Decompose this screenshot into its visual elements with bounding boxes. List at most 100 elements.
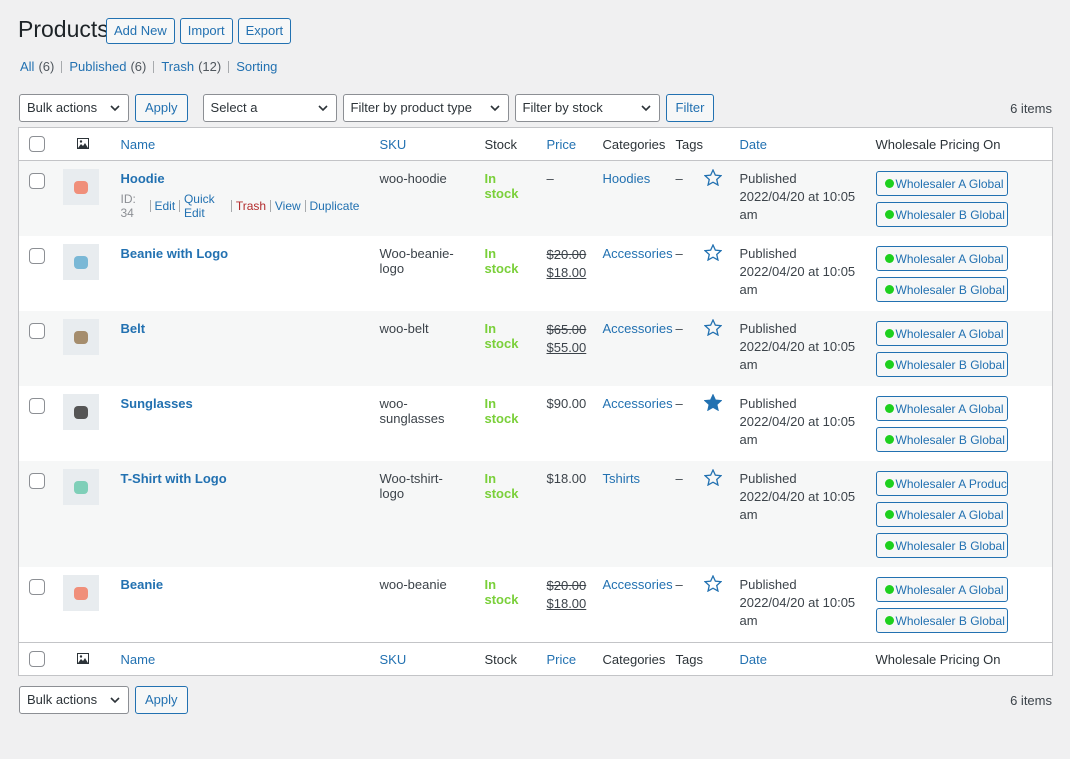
wholesale-badge[interactable]: Wholesaler B Global — [875, 202, 1008, 227]
featured-cell[interactable] — [700, 161, 730, 237]
featured-cell[interactable] — [700, 461, 730, 567]
filter-select[interactable]: Select a category — [202, 94, 337, 141]
wholesale-badge[interactable]: Wholesaler B Global — [875, 533, 1008, 558]
product-name[interactable]: T-Shirt with Logo — [120, 471, 227, 486]
wholesale-badge[interactable]: Wholesaler B Global — [875, 352, 1008, 377]
column-date[interactable]: Date — [729, 642, 866, 676]
wholesale-badge[interactable]: Wholesaler B Global — [875, 608, 1008, 633]
apply-button[interactable]: Apply — [135, 686, 188, 714]
wholesale-label: Wholesaler A Global — [895, 326, 1004, 341]
category-cell[interactable]: Accessories — [602, 396, 673, 411]
checkbox[interactable] — [29, 398, 45, 414]
featured-cell[interactable] — [700, 567, 730, 643]
view-link[interactable]: All — [20, 59, 35, 74]
wholesale-badge[interactable]: Wholesaler A Global — [875, 321, 1008, 346]
wholesale-label: Wholesaler A Global — [895, 176, 1004, 191]
view-link[interactable]: Sorting — [236, 59, 278, 74]
view-count: (6) — [130, 59, 147, 74]
row-action[interactable]: View — [274, 199, 301, 213]
column-sku[interactable]: SKU — [369, 127, 475, 161]
product-name[interactable]: Beanie with Logo — [120, 246, 229, 261]
column-sku[interactable]: SKU — [369, 642, 475, 676]
category-cell[interactable]: Hoodies — [602, 171, 651, 186]
thumbnail[interactable] — [62, 319, 99, 355]
featured-cell[interactable] — [700, 236, 730, 311]
filter-button[interactable]: Filter — [665, 94, 715, 122]
image-cell — [55, 567, 111, 643]
column-name[interactable]: Name — [110, 127, 370, 161]
wholesale-badge[interactable]: Wholesaler B Global — [875, 427, 1008, 452]
column-categories: Categories — [592, 127, 666, 161]
name-cell: T-Shirt with Logo — [111, 461, 370, 567]
image-column — [54, 642, 111, 676]
header-button[interactable]: Add New — [106, 18, 175, 44]
product-name[interactable]: Hoodie — [120, 171, 165, 186]
date-cell: Published 2022/04/20 at 10:05 am — [730, 386, 866, 461]
view-count: (6) — [38, 59, 55, 74]
featured-cell[interactable] — [700, 311, 730, 386]
category-cell[interactable]: Accessories — [602, 246, 673, 261]
row-action[interactable]: Duplicate — [309, 199, 360, 213]
product-name[interactable]: Sunglasses — [120, 396, 193, 411]
view-link[interactable]: Trash — [161, 59, 195, 74]
category-cell[interactable]: Tshirts — [602, 471, 641, 486]
tags-cell: – — [675, 577, 683, 592]
products-table: Name SKU Stock Price Categories Tags Date Whole… — [18, 127, 1053, 676]
column-date[interactable]: Date — [729, 127, 866, 161]
row-action[interactable]: Quick Edit — [183, 192, 215, 220]
checkbox-column — [18, 642, 55, 676]
header-actions: Add New Import Export — [106, 18, 292, 44]
wholesale-badge[interactable]: Wholesaler A Global — [875, 396, 1008, 421]
thumbnail[interactable] — [62, 244, 99, 280]
wholesale-label: Wholesaler B Global — [895, 432, 1005, 447]
name-cell: Hoodie ID: 34 Edit Quick Edit Trash View Dupli… — [111, 161, 370, 237]
product-row: Beanie with Logo Woo-beanie-logo In stock $… — [19, 236, 1053, 311]
price: – — [546, 171, 554, 186]
view-link[interactable]: Published — [69, 59, 127, 74]
wholesale-badge[interactable]: Wholesaler A Global — [875, 577, 1008, 602]
row-action[interactable]: Edit — [154, 199, 176, 213]
wholesale-cell: Wholesaler A Global Wholesaler B Global — [866, 236, 1053, 311]
wholesale-label: Wholesaler A Product — [895, 476, 1008, 491]
column-tags: Tags — [665, 642, 703, 676]
checkbox[interactable] — [29, 248, 45, 264]
filter-select[interactable]: Filter by product type — [342, 94, 509, 122]
page-title: Products — [18, 16, 109, 42]
checkbox[interactable] — [29, 473, 45, 489]
category-cell[interactable]: Accessories — [602, 321, 673, 336]
date: 2022/04/20 at 10:05 am — [739, 264, 856, 297]
bulk-actions-select[interactable]: Bulk actions — [19, 94, 129, 122]
checkbox[interactable] — [29, 323, 45, 339]
column-name[interactable]: Name — [110, 642, 370, 676]
bulk-actions-select[interactable]: Bulk actions — [19, 686, 129, 714]
price-cell: $18.00 — [537, 461, 593, 567]
wholesale-badge[interactable]: Wholesaler A Product — [875, 471, 1008, 496]
column-price[interactable]: Price — [536, 127, 593, 161]
filter-select[interactable]: Filter by stock status — [514, 94, 660, 141]
column-price[interactable]: Price — [536, 642, 593, 676]
header-button[interactable]: Import — [179, 18, 233, 44]
checkbox[interactable] — [29, 579, 45, 595]
wholesale-badge[interactable]: Wholesaler A Global — [875, 502, 1008, 527]
product-name[interactable]: Belt — [120, 321, 146, 336]
checkbox[interactable] — [29, 651, 45, 667]
thumbnail[interactable] — [62, 169, 99, 205]
header-button[interactable]: Export — [237, 18, 292, 44]
product-name[interactable]: Beanie — [120, 577, 164, 592]
row-action[interactable]: Trash — [235, 199, 267, 213]
apply-button[interactable]: Apply — [135, 94, 188, 122]
wholesale-badge[interactable]: Wholesaler A Global — [875, 171, 1008, 196]
checkbox[interactable] — [29, 136, 45, 152]
thumbnail[interactable] — [62, 394, 99, 430]
wholesale-badge[interactable]: Wholesaler B Global — [875, 277, 1008, 302]
thumbnail[interactable] — [62, 575, 99, 611]
wholesale-badge[interactable]: Wholesaler A Global — [875, 246, 1008, 271]
checkbox-cell — [19, 311, 55, 386]
wholesale-label: Wholesaler A Global — [895, 401, 1004, 416]
tags-cell: – — [675, 396, 683, 411]
featured-cell[interactable] — [700, 386, 730, 461]
thumbnail[interactable] — [62, 469, 99, 505]
category-cell[interactable]: Accessories — [602, 577, 673, 592]
checkbox[interactable] — [29, 173, 45, 189]
